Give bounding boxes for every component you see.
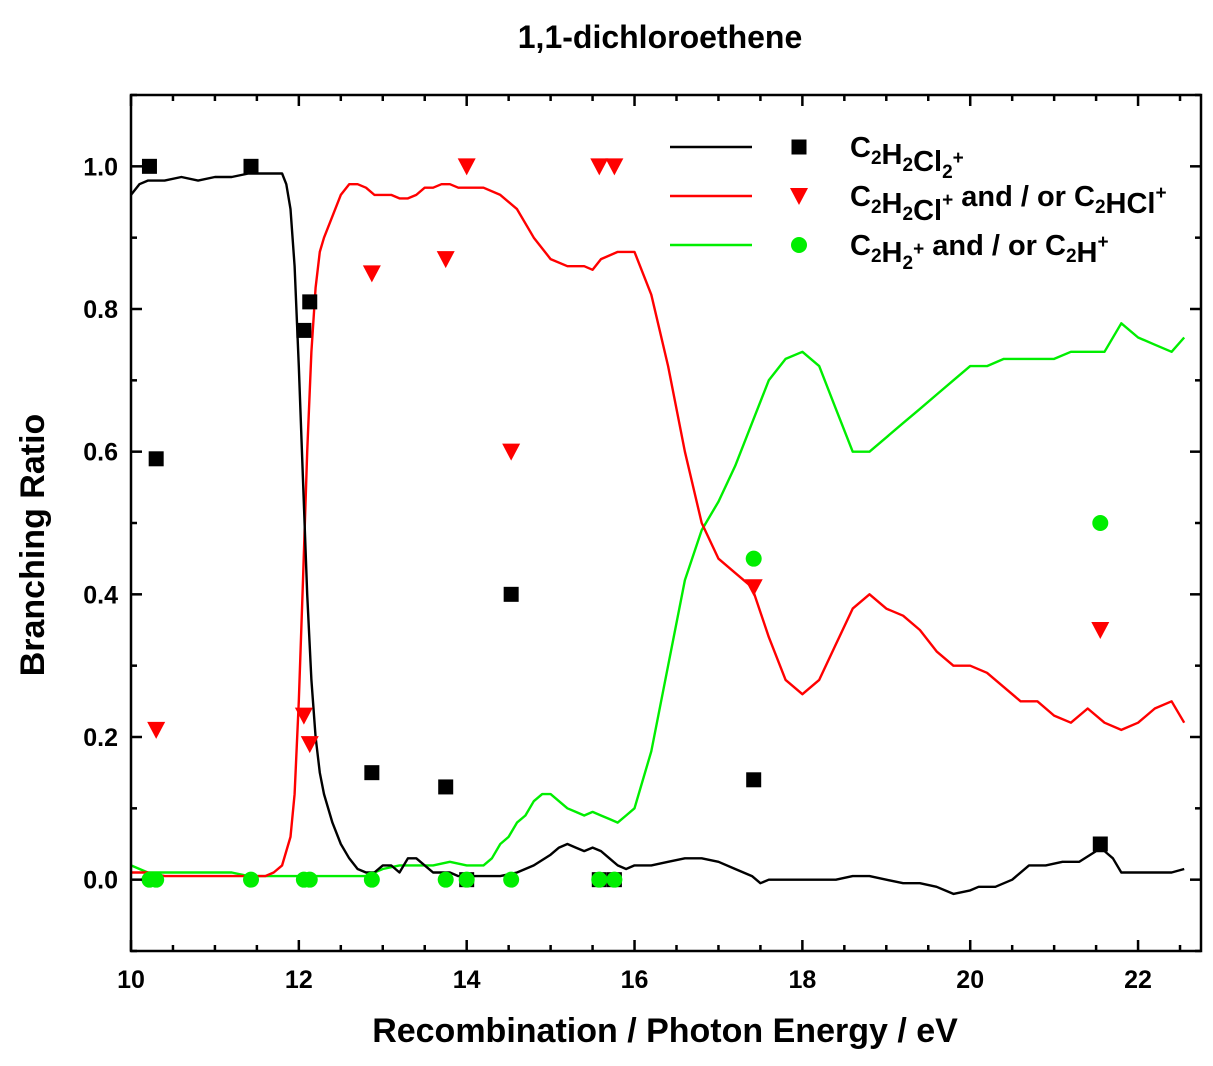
y-tick-label: 0.0	[83, 867, 118, 895]
data-point-series-1	[296, 322, 312, 338]
data-point-series-2	[744, 579, 763, 597]
data-point-series-2	[605, 158, 624, 176]
data-point-series-1	[503, 586, 519, 602]
legend-marker-2	[790, 188, 808, 205]
plot-lines	[130, 172, 1186, 896]
x-tick-label: 14	[453, 966, 481, 994]
legend-marker-3	[791, 237, 807, 253]
y-tick-label: 1.0	[83, 153, 118, 181]
data-point-series-1	[141, 158, 157, 174]
plot-markers	[141, 158, 1110, 888]
x-tick-label: 18	[788, 966, 816, 994]
data-point-series-1	[148, 451, 164, 467]
data-point-series-2	[300, 736, 319, 754]
legend-label-2: C2H2Cl+ and / or C2HCl+	[850, 181, 1167, 227]
series-line-2	[131, 183, 1186, 878]
data-point-series-1	[302, 294, 318, 310]
data-point-series-3	[363, 871, 380, 888]
y-axis-title: Branching Ratio	[14, 414, 52, 677]
series-line-3	[130, 322, 1186, 878]
data-point-series-3	[437, 871, 454, 888]
data-point-series-3	[606, 871, 623, 888]
chart-title: 1,1-dichloroethene	[518, 19, 803, 55]
y-tick-label: 0.4	[83, 581, 118, 609]
x-tick-label: 10	[117, 966, 145, 994]
data-point-series-3	[1092, 515, 1109, 531]
y-tick-label: 0.6	[83, 439, 118, 467]
axis-ticks: 10 12 14 16 18 20 22 0.0 0.2 0.4 0.6 0.8 1.0	[83, 93, 1201, 994]
data-point-series-1	[746, 772, 762, 788]
data-point-series-3	[745, 550, 762, 567]
data-point-series-1	[243, 158, 259, 174]
data-point-series-2	[436, 251, 455, 269]
data-point-series-1	[364, 765, 380, 781]
legend-label-3: C2H2+ and / or C2H+	[850, 230, 1109, 274]
legend-label-1: C2H2Cl2+	[850, 132, 964, 183]
data-point-series-2	[294, 707, 313, 725]
x-tick-label: 22	[1124, 966, 1152, 994]
series-line-1	[130, 172, 1185, 896]
data-point-series-3	[243, 871, 260, 888]
legend: C2H2Cl2+C2H2Cl+ and / or C2HCl+C2H2+ and…	[670, 132, 1167, 274]
data-point-series-3	[591, 871, 608, 888]
legend-marker-1	[791, 139, 807, 155]
data-point-series-2	[147, 721, 166, 739]
data-point-series-1	[438, 779, 454, 795]
x-tick-label: 12	[285, 966, 313, 994]
x-tick-label: 16	[621, 966, 649, 994]
data-point-series-2	[1091, 622, 1110, 639]
data-point-series-3	[458, 871, 475, 888]
x-tick-label: 20	[956, 966, 984, 994]
data-point-series-1	[1092, 836, 1108, 852]
data-point-series-3	[148, 871, 165, 888]
data-point-series-3	[301, 871, 318, 888]
y-tick-label: 0.2	[83, 724, 118, 752]
data-point-series-2	[457, 158, 476, 176]
data-point-series-2	[502, 443, 521, 461]
data-point-series-2	[590, 158, 609, 176]
data-point-series-2	[362, 265, 381, 283]
data-point-series-3	[503, 871, 520, 888]
y-tick-label: 0.8	[83, 296, 118, 324]
x-axis-title: Recombination / Photon Energy / eV	[372, 1012, 958, 1050]
